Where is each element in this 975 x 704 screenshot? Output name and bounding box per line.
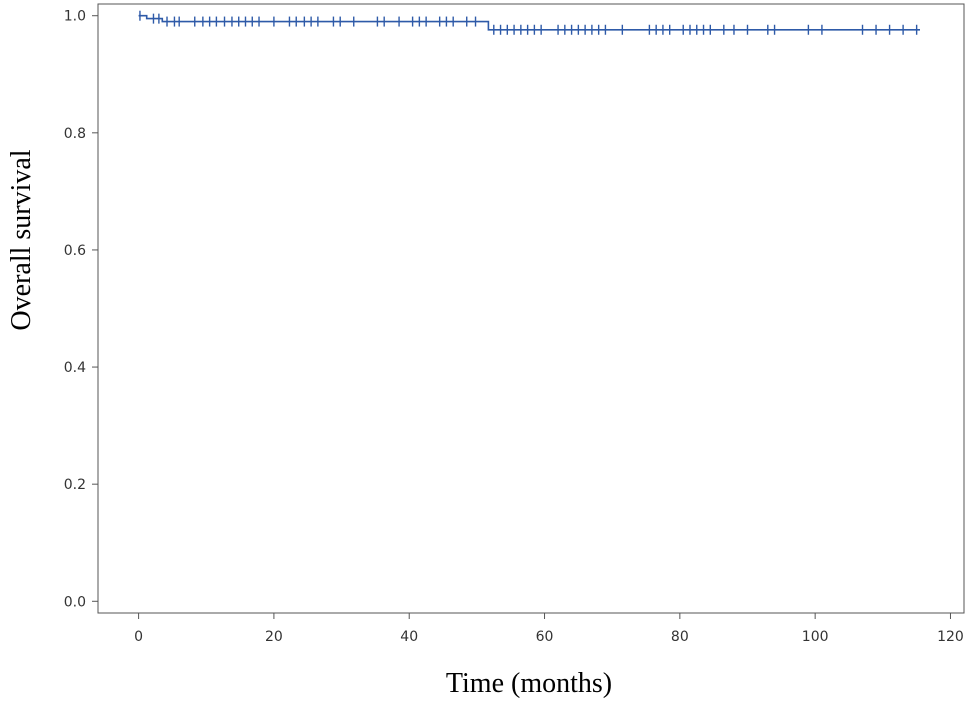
x-axis-title: Time (months) xyxy=(446,668,612,699)
plot-frame xyxy=(97,3,965,614)
x-tick-label: 60 xyxy=(536,629,554,645)
y-tick-label: 0.8 xyxy=(64,126,86,142)
y-tick-label: 0.6 xyxy=(64,243,86,259)
x-tick-label: 0 xyxy=(134,629,143,645)
y-tick-label: 0.2 xyxy=(64,477,86,493)
x-tick-label: 100 xyxy=(802,629,829,645)
x-tick-label: 80 xyxy=(671,629,689,645)
censor-marks xyxy=(139,10,918,35)
y-axis-title: Overall survival xyxy=(6,149,37,330)
y-tick-label: 1.0 xyxy=(64,9,86,25)
x-tick-label: 120 xyxy=(937,629,964,645)
y-axis: 0.0 0.2 0.4 0.6 0.8 1.0 xyxy=(64,9,98,610)
y-tick-label: 0.0 xyxy=(64,594,86,610)
x-tick-label: 20 xyxy=(265,629,283,645)
x-tick-label: 40 xyxy=(400,629,418,645)
x-axis: 0 20 40 60 80 100 120 xyxy=(134,613,964,645)
survival-curve-line xyxy=(138,14,920,31)
y-tick-label: 0.4 xyxy=(64,360,86,376)
